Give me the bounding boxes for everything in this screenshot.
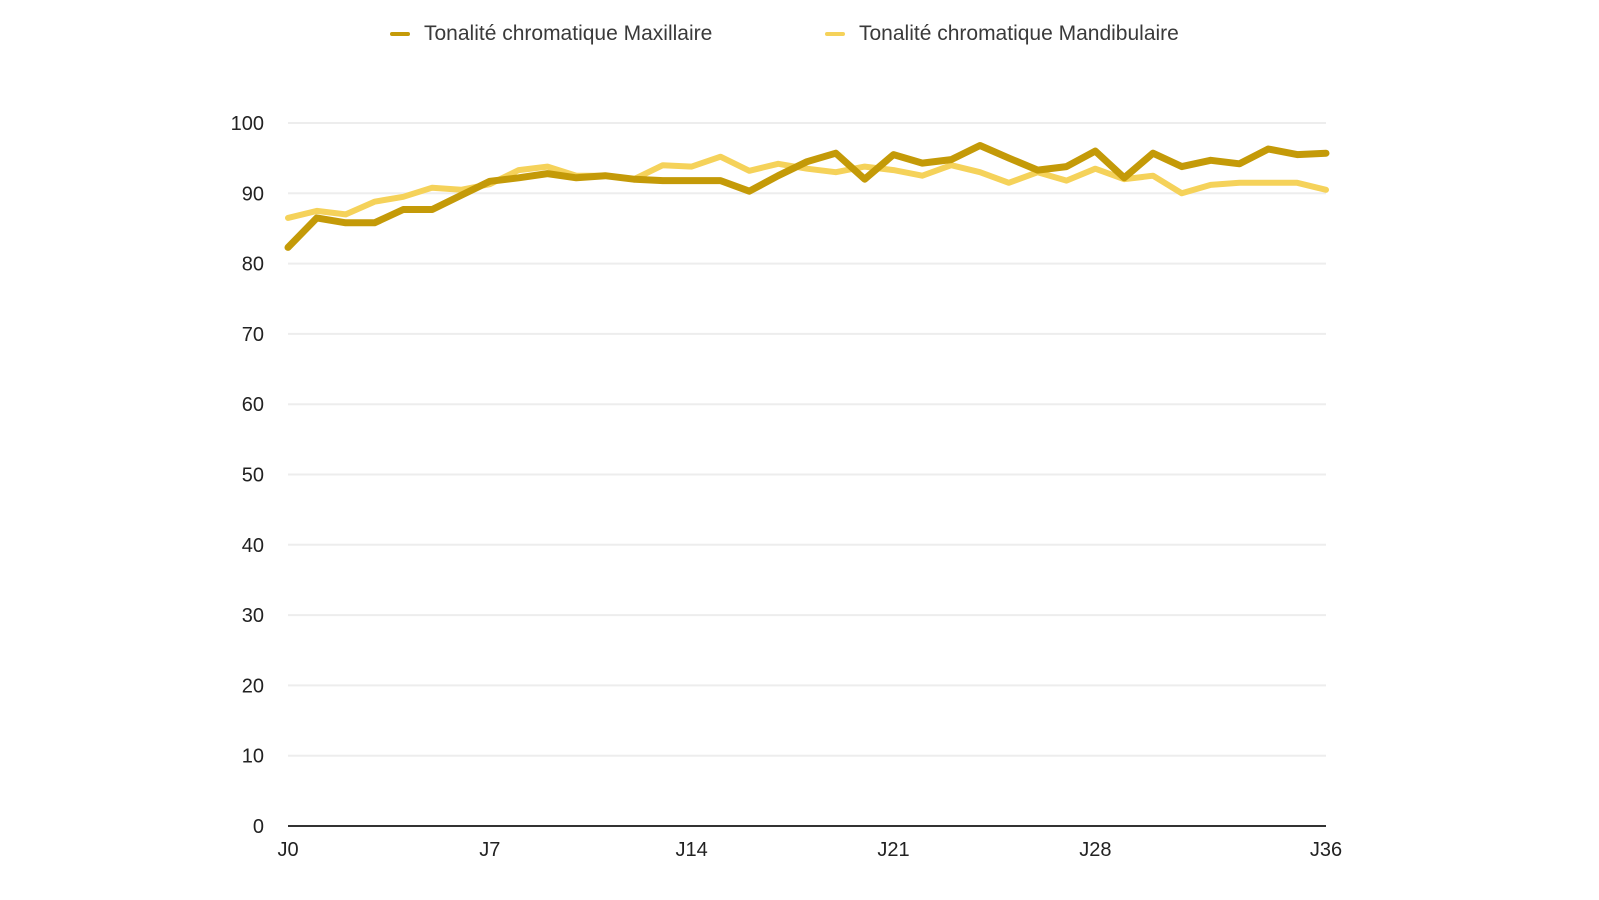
y-tick-label-70: 70 xyxy=(242,324,264,346)
y-tick-label-80: 80 xyxy=(242,254,264,276)
y-tick-label-100: 100 xyxy=(231,113,264,135)
y-tick-label-90: 90 xyxy=(242,183,264,205)
series-line-maxillaire xyxy=(284,142,1330,251)
x-tick-label-j7: J7 xyxy=(479,839,500,861)
legend-label-maxillaire: Tonalité chromatique Maxillaire xyxy=(424,22,713,45)
y-tick-label-10: 10 xyxy=(242,746,264,768)
x-tick-label-j21: J21 xyxy=(877,839,909,861)
x-tick-label-j14: J14 xyxy=(676,839,708,861)
x-tick-label-j0: J0 xyxy=(277,839,298,861)
legend-swatch-maxillaire xyxy=(390,32,410,36)
legend-item-mandibulaire: Tonalité chromatique Mandibulaire xyxy=(825,22,1179,46)
x-tick-label-j36: J36 xyxy=(1310,839,1342,861)
y-tick-label-30: 30 xyxy=(242,605,264,627)
y-tick-label-60: 60 xyxy=(242,394,264,416)
legend-label-mandibulaire: Tonalité chromatique Mandibulaire xyxy=(859,22,1179,45)
series-line-mandibulaire xyxy=(285,153,1329,221)
y-tick-label-50: 50 xyxy=(242,465,264,487)
y-tick-label-20: 20 xyxy=(242,675,264,697)
x-tick-label-j28: J28 xyxy=(1079,839,1111,861)
y-tick-label-40: 40 xyxy=(242,535,264,557)
y-tick-label-0: 0 xyxy=(253,816,264,838)
legend: Tonalité chromatique Maxillaire Tonalité… xyxy=(0,22,1599,56)
legend-item-maxillaire: Tonalité chromatique Maxillaire xyxy=(390,22,712,46)
legend-swatch-mandibulaire xyxy=(825,32,845,36)
